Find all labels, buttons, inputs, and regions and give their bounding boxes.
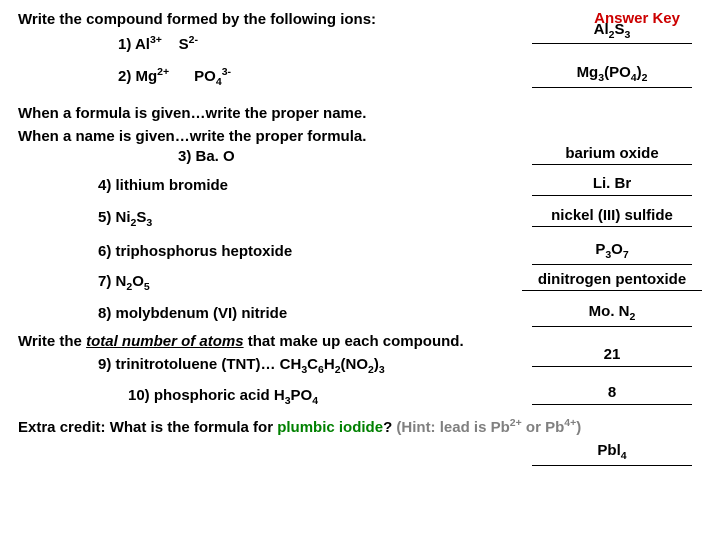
q10: 10) phosphoric acid H3PO4 8 — [18, 386, 702, 409]
q8: 8) molybdenum (VI) nitride Mo. N2 — [18, 304, 702, 324]
q3-answer: barium oxide — [532, 144, 692, 166]
q2-answer: Mg3(PO4)2 — [532, 63, 692, 88]
q4: 4) lithium bromide Li. Br — [18, 176, 702, 196]
extra-answer-row: Pbl4 — [18, 441, 702, 463]
q6: 6) triphosphorus heptoxide P3O7 — [18, 242, 702, 262]
q9-answer: 21 — [532, 345, 692, 367]
q2: 2) Mg2+ PO43- Mg3(PO4)2 — [18, 66, 702, 90]
q8-answer: Mo. N2 — [532, 302, 692, 327]
section2-l1: When a formula is given…write the proper… — [18, 104, 702, 124]
q9: 9) trinitrotoluene (TNT)… CH3C6H2(NO2)3 … — [18, 355, 702, 378]
q7-answer: dinitrogen pentoxide — [522, 270, 702, 292]
q1: 1) Al3+ S2- Al2S3 — [18, 34, 702, 55]
q3: 3) Ba. O barium oxide — [18, 147, 702, 167]
q1-answer: Al2S3 — [532, 20, 692, 45]
q4-answer: Li. Br — [532, 174, 692, 196]
q7: 7) N2O5 dinitrogen pentoxide — [18, 272, 702, 295]
q5-answer: nickel (III) sulfide — [532, 206, 692, 228]
q10-answer: 8 — [532, 383, 692, 405]
extra-answer: Pbl4 — [532, 441, 692, 466]
q5: 5) Ni2S3 nickel (III) sulfide — [18, 208, 702, 231]
q6-answer: P3O7 — [532, 240, 692, 265]
extra: Extra credit: What is the formula for pl… — [18, 417, 702, 438]
